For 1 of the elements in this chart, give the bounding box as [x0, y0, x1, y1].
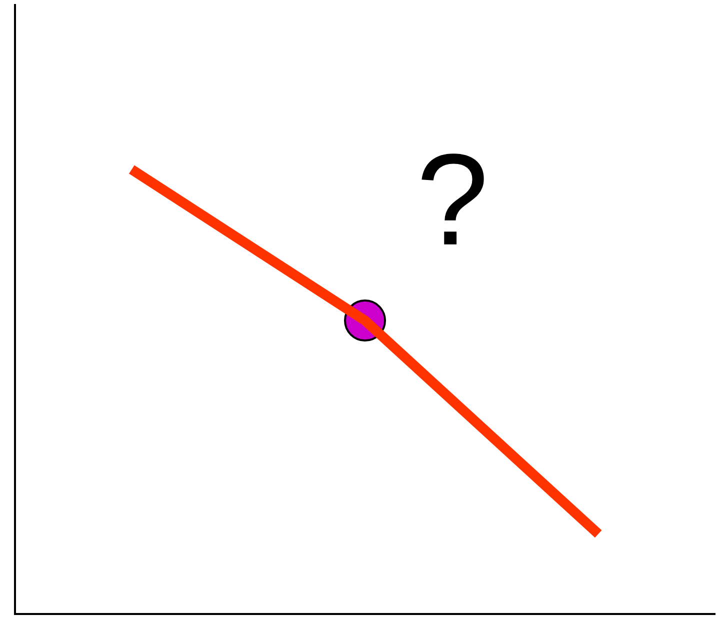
annotation: ? — [416, 126, 489, 272]
